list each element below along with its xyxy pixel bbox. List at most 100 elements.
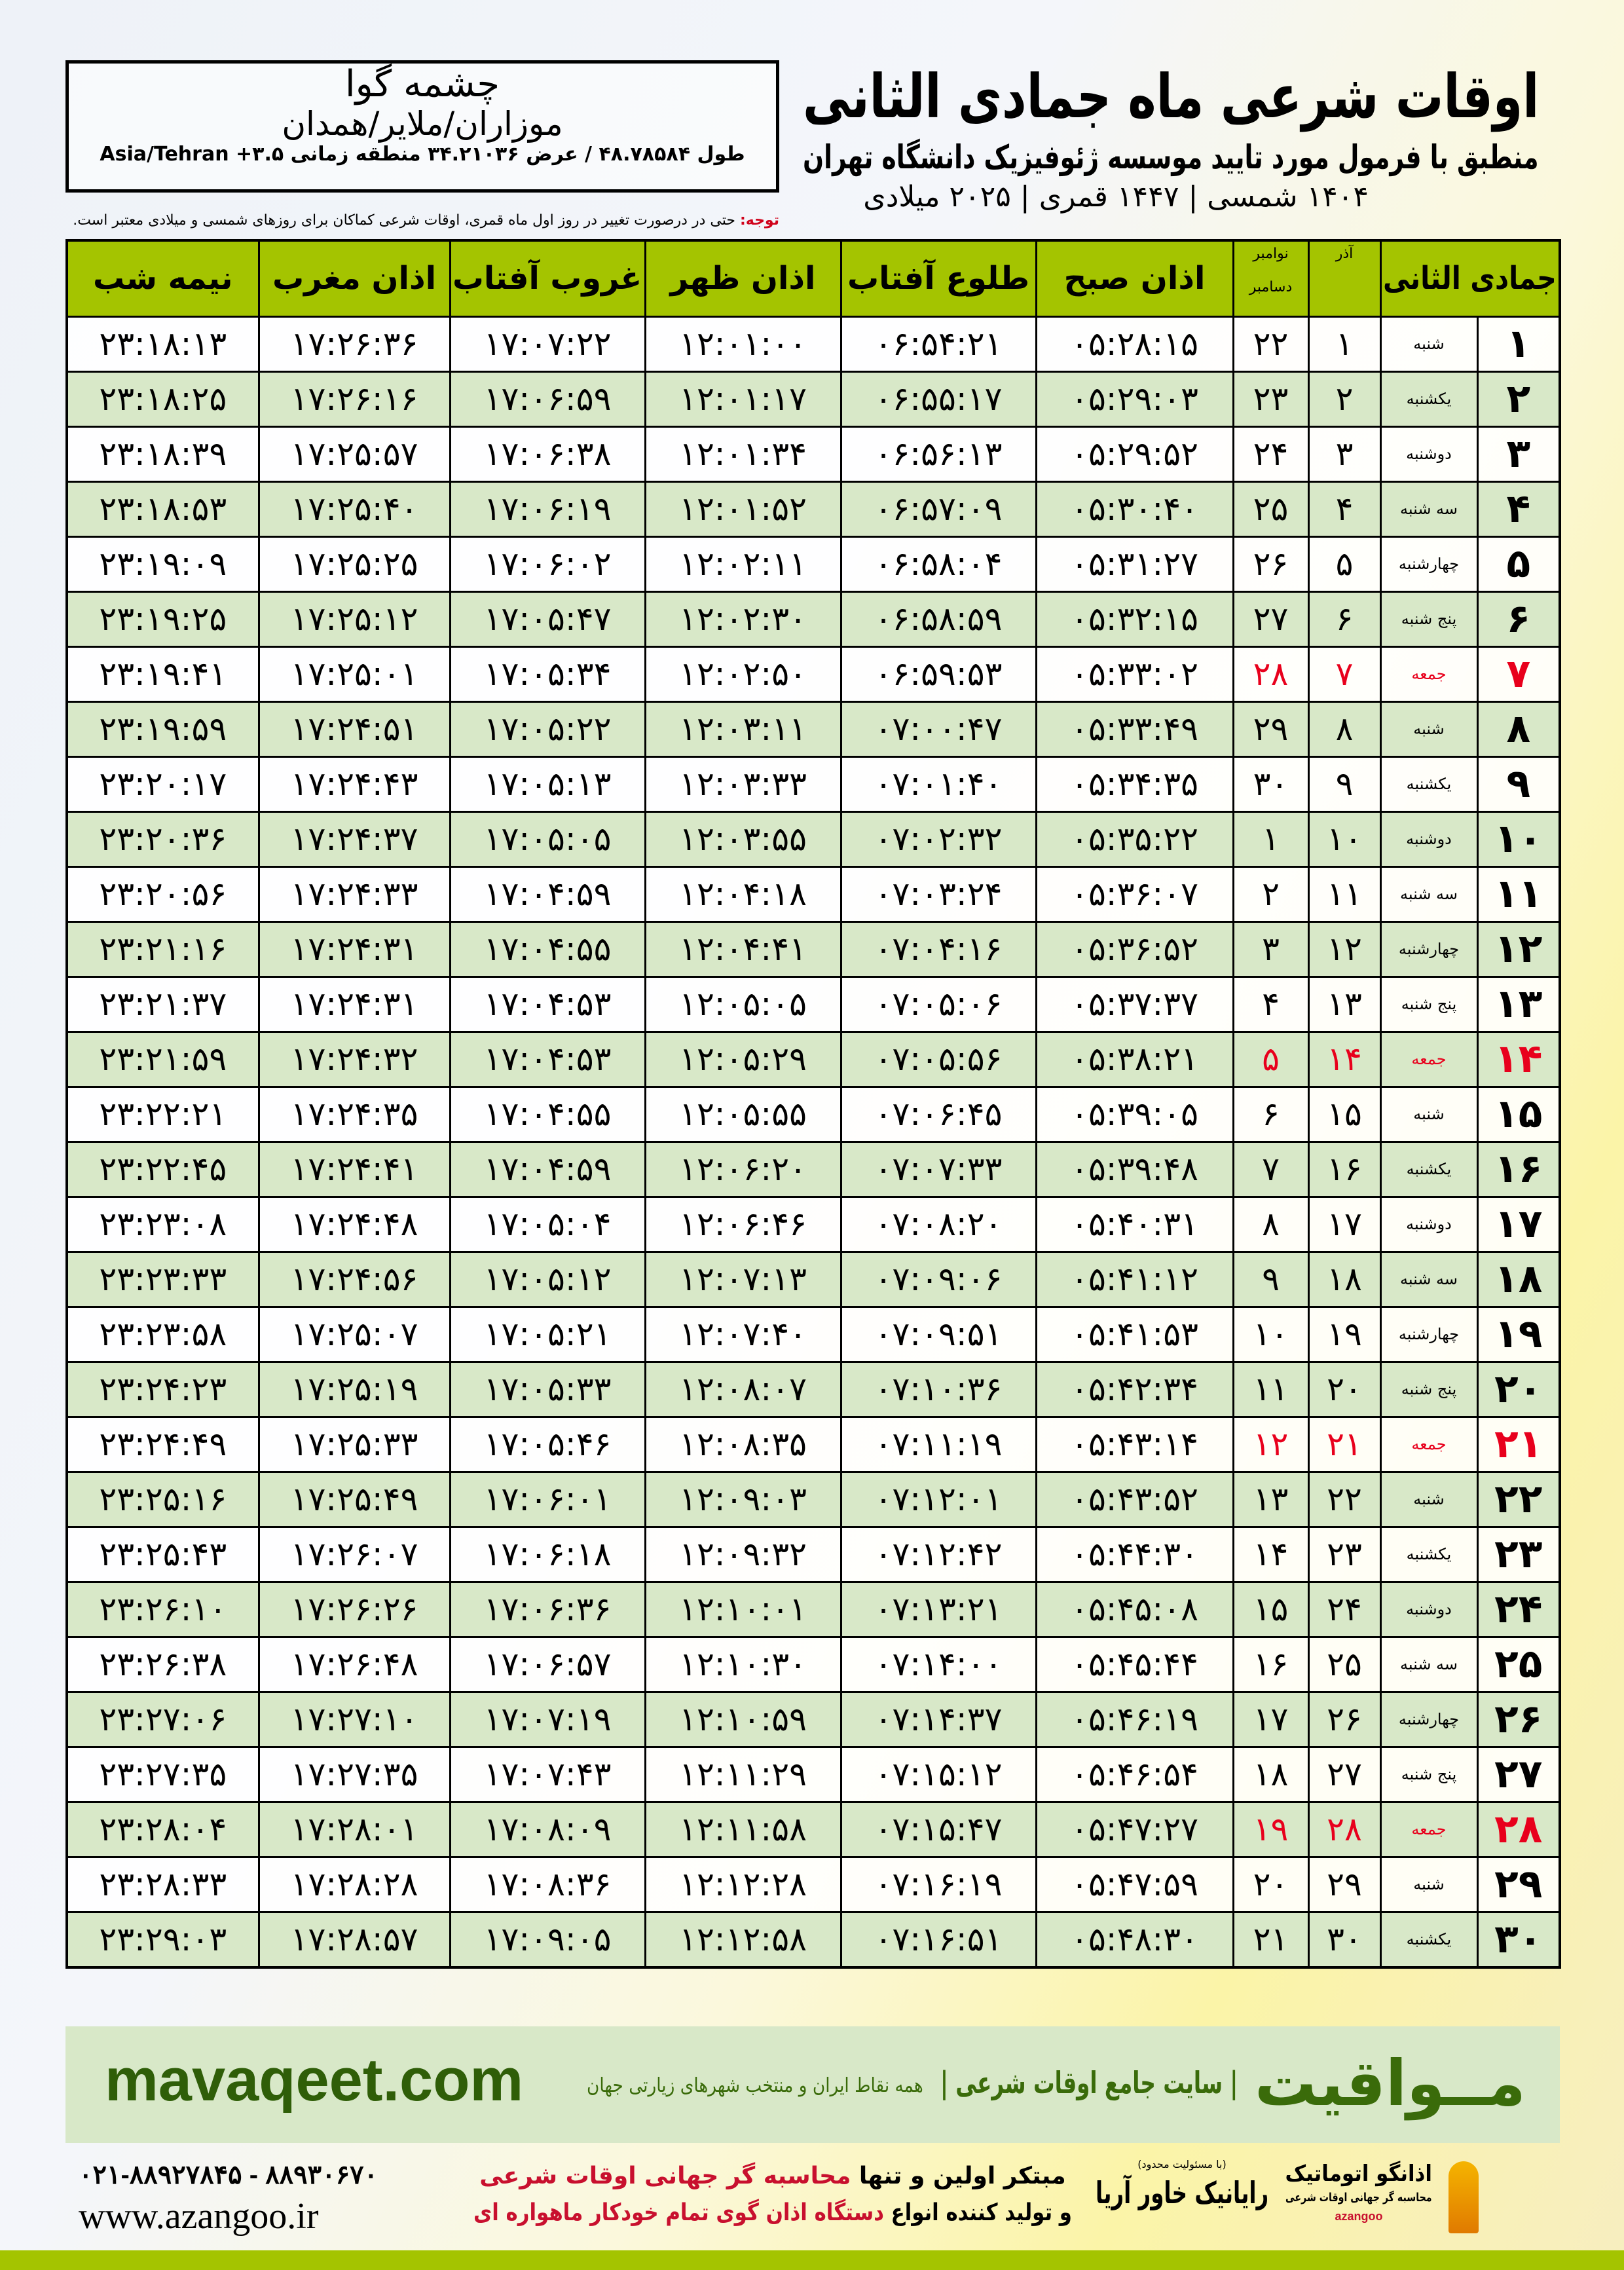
- hijri-day-cell: ۴: [1506, 486, 1531, 532]
- weekday-cell: پنج شنبه: [1401, 1379, 1457, 1398]
- azar-day-cell: ۲۳: [1327, 1535, 1362, 1573]
- header-hijri: جمادی الثانی: [1383, 259, 1557, 297]
- fajr-cell: ۰۵:۳۷:۳۷: [1071, 984, 1198, 1023]
- fajr-cell: ۰۵:۴۵:۰۸: [1071, 1590, 1198, 1628]
- hijri-day-cell: ۱: [1506, 321, 1531, 367]
- sunrise-cell: ۰۶:۵۷:۰۹: [874, 489, 1003, 528]
- sunset-cell: ۱۷:۰۸:۳۶: [483, 1865, 612, 1903]
- dhuhr-cell: ۱۲:۰۲:۱۱: [679, 544, 807, 583]
- maghrib-cell: ۱۷:۲۵:۰۱: [290, 654, 418, 693]
- hijri-day-cell: ۲۸: [1494, 1806, 1543, 1852]
- midnight-cell: ۲۳:۱۸:۳۹: [99, 434, 227, 473]
- sunset-cell: ۱۷:۰۴:۵۹: [483, 1149, 612, 1188]
- azar-day-cell: ۱۰: [1327, 819, 1362, 858]
- azar-day-cell: ۱: [1335, 324, 1354, 363]
- hijri-day-cell: ۱۱: [1494, 871, 1543, 917]
- gregorian-day-cell: ۷: [1262, 1149, 1280, 1188]
- sunrise-cell: ۰۷:۱۶:۵۱: [874, 1920, 1003, 1958]
- fajr-cell: ۰۵:۴۳:۵۲: [1071, 1479, 1198, 1518]
- midnight-cell: ۲۳:۱۸:۵۳: [99, 489, 227, 528]
- midnight-cell: ۲۳:۲۰:۵۶: [99, 874, 227, 913]
- weekday-cell: پنج شنبه: [1401, 609, 1457, 628]
- table-row: ۲ یکشنبه ۲ ۲۳ ۰۵:۲۹:۰۳ ۰۶:۵۵:۱۷ ۱۲:۰۱:۱۷ ۱۷:۰۶:…: [65, 371, 1561, 428]
- midnight-cell: ۲۳:۲۳:۵۸: [99, 1314, 227, 1353]
- mavaqeet-logo: مــواقیت: [1255, 2047, 1526, 2120]
- table-row: ۲۰ پنج شنبه ۲۰ ۱۱ ۰۵:۴۲:۳۴ ۰۷:۱۰:۳۶ ۱۲:۰۸:۰۷ ۱۷…: [65, 1361, 1561, 1418]
- mavaqeet-url[interactable]: mavaqeet.com: [105, 2047, 524, 2113]
- dhuhr-cell: ۱۲:۰۱:۱۷: [679, 379, 807, 418]
- header-december: دسامبر: [1249, 279, 1293, 296]
- dhuhr-cell: ۱۲:۱۲:۲۸: [679, 1865, 807, 1903]
- hijri-day-cell: ۲۵: [1494, 1641, 1543, 1687]
- sunset-cell: ۱۷:۰۶:۵۷: [483, 1645, 612, 1683]
- hijri-day-cell: ۵: [1506, 541, 1531, 587]
- midnight-cell: ۲۳:۲۵:۱۶: [99, 1479, 227, 1518]
- weekday-cell: پنج شنبه: [1401, 1764, 1457, 1783]
- fajr-cell: ۰۵:۳۲:۱۵: [1071, 599, 1198, 638]
- midnight-cell: ۲۳:۲۹:۰۳: [99, 1920, 227, 1958]
- hijri-day-cell: ۱۰: [1494, 816, 1543, 862]
- hijri-day-cell: ۹: [1506, 761, 1531, 807]
- table-row: ۲۱ جمعه ۲۱ ۱۲ ۰۵:۴۳:۱۴ ۰۷:۱۱:۱۹ ۱۲:۰۸:۳۵ ۱۷:۰۵:…: [65, 1416, 1561, 1473]
- azar-day-cell: ۱۸: [1327, 1259, 1362, 1298]
- sunrise-cell: ۰۶:۵۶:۱۳: [874, 434, 1003, 473]
- sunrise-cell: ۰۷:۰۵:۵۶: [874, 1039, 1003, 1078]
- gregorian-day-cell: ۹: [1262, 1259, 1280, 1298]
- header-november: نوامبر: [1253, 246, 1289, 262]
- header-gregorian: نوامبر دسامبر: [1232, 239, 1310, 318]
- weekday-cell: یکشنبه: [1406, 1159, 1452, 1178]
- azar-day-cell: ۶: [1335, 599, 1354, 638]
- midnight-cell: ۲۳:۲۳:۳۳: [99, 1259, 227, 1298]
- table-row: ۸ شنبه ۸ ۲۹ ۰۵:۳۳:۴۹ ۰۷:۰۰:۴۷ ۱۲:۰۳:۱۱ ۱۷:۰۵:۲۲…: [65, 701, 1561, 758]
- table-header-row: جمادی الثانی آذر نوامبر دسامبر اذان صبح ط…: [65, 239, 1561, 318]
- azar-day-cell: ۱۶: [1327, 1149, 1362, 1188]
- location-name: چشمه گوا: [345, 63, 500, 105]
- gregorian-day-cell: ۲۹: [1253, 709, 1289, 748]
- maghrib-cell: ۱۷:۲۵:۱۲: [290, 599, 418, 638]
- sunrise-cell: ۰۷:۱۴:۰۰: [874, 1645, 1003, 1683]
- maghrib-cell: ۱۷:۲۸:۰۱: [290, 1810, 418, 1848]
- maghrib-cell: ۱۷:۲۴:۳۳: [290, 874, 418, 913]
- maghrib-cell: ۱۷:۲۵:۳۳: [290, 1424, 418, 1463]
- azar-day-cell: ۳: [1335, 434, 1354, 473]
- note-line: توجه: حتی در درصورت تغییر در روز اول ماه…: [73, 212, 779, 229]
- note: توجه: حتی در درصورت تغییر در روز اول ماه…: [65, 212, 779, 229]
- azangoo-url[interactable]: www.azangoo.ir: [79, 2196, 319, 2237]
- midnight-cell: ۲۳:۱۹:۰۹: [99, 544, 227, 583]
- azar-day-cell: ۱۴: [1327, 1039, 1362, 1078]
- table-row: ۲۸ جمعه ۲۸ ۱۹ ۰۵:۴۷:۲۷ ۰۷:۱۵:۴۷ ۱۲:۱۱:۵۸ ۱۷:۰۸:…: [65, 1801, 1561, 1858]
- table-row: ۱۹ چهارشنبه ۱۹ ۱۰ ۰۵:۴۱:۵۳ ۰۷:۰۹:۵۱ ۱۲:۰۷:۴۰ ۱۷…: [65, 1306, 1561, 1363]
- table-row: ۱۸ سه شنبه ۱۸ ۹ ۰۵:۴۱:۱۲ ۰۷:۰۹:۰۶ ۱۲:۰۷:۱۳ ۱۷:۰…: [65, 1251, 1561, 1308]
- maghrib-cell: ۱۷:۲۴:۴۸: [290, 1204, 418, 1243]
- table-row: ۱۷ دوشنبه ۱۷ ۸ ۰۵:۴۰:۳۱ ۰۷:۰۸:۲۰ ۱۲:۰۶:۴۶ ۱۷:۰۵…: [65, 1196, 1561, 1253]
- table-row: ۳۰ یکشنبه ۳۰ ۲۱ ۰۵:۴۸:۳۰ ۰۷:۱۶:۵۱ ۱۲:۱۲:۵۸ ۱۷:۰…: [65, 1911, 1561, 1969]
- azar-day-cell: ۸: [1335, 709, 1354, 748]
- dhuhr-cell: ۱۲:۱۰:۰۱: [679, 1590, 807, 1628]
- fajr-cell: ۰۵:۴۵:۴۴: [1071, 1645, 1198, 1683]
- sunrise-cell: ۰۷:۰۶:۴۵: [874, 1094, 1003, 1133]
- maghrib-cell: ۱۷:۲۸:۵۷: [290, 1920, 418, 1958]
- page-title-box: اوقات شرعی ماه جمادی الثانی: [799, 62, 1539, 132]
- gregorian-day-cell: ۱۷: [1253, 1700, 1289, 1738]
- sunset-cell: ۱۷:۰۵:۲۲: [483, 709, 612, 748]
- sunrise-cell: ۰۷:۰۹:۰۶: [874, 1259, 1003, 1298]
- hijri-day-cell: ۱۴: [1494, 1036, 1543, 1082]
- table-row: ۱۶ یکشنبه ۱۶ ۷ ۰۵:۳۹:۴۸ ۰۷:۰۷:۳۳ ۱۲:۰۶:۲۰ ۱۷:۰۴…: [65, 1141, 1561, 1198]
- azangoo-brand: azangoo: [1335, 2210, 1383, 2223]
- midnight-cell: ۲۳:۲۴:۴۹: [99, 1424, 227, 1463]
- maghrib-cell: ۱۷:۲۷:۱۰: [290, 1700, 418, 1738]
- hijri-day-cell: ۱۵: [1494, 1091, 1543, 1137]
- midnight-cell: ۲۳:۲۳:۰۸: [99, 1204, 227, 1243]
- fajr-cell: ۰۵:۳۳:۰۲: [1071, 654, 1198, 693]
- sunset-cell: ۱۷:۰۴:۵۵: [483, 1094, 612, 1133]
- sunrise-cell: ۰۶:۵۹:۵۳: [874, 654, 1003, 693]
- maghrib-cell: ۱۷:۲۵:۴۰: [290, 489, 418, 528]
- promo-line1: مبتکر اولین و تنها محاسبه گر جهانی اوقات…: [479, 2163, 1065, 2189]
- sunrise-cell: ۰۷:۱۲:۰۱: [874, 1479, 1003, 1518]
- azar-day-cell: ۳۰: [1327, 1920, 1362, 1958]
- dhuhr-cell: ۱۲:۰۵:۲۹: [679, 1039, 807, 1078]
- sunrise-cell: ۰۷:۰۱:۴۰: [874, 764, 1003, 803]
- maghrib-cell: ۱۷:۲۸:۲۸: [290, 1865, 418, 1903]
- azar-day-cell: ۱۷: [1327, 1204, 1362, 1243]
- maghrib-cell: ۱۷:۲۴:۴۱: [290, 1149, 418, 1188]
